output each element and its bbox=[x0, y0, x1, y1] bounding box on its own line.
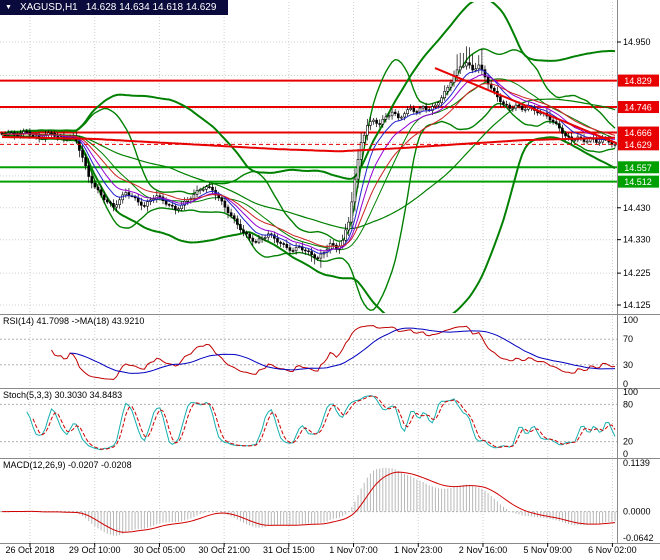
rsi-lines bbox=[51, 325, 616, 381]
svg-text:14.666: 14.666 bbox=[624, 128, 652, 138]
svg-text:14.629: 14.629 bbox=[624, 140, 652, 150]
slow-ma-line bbox=[1, 136, 616, 153]
time-axis-label: 1 Nov 07:00 bbox=[329, 545, 378, 555]
rsi-level-lines bbox=[0, 338, 617, 366]
stoch-indicator-label: Stoch(5,3,3) 30.3030 34.8483 bbox=[3, 390, 123, 400]
svg-text:14.829: 14.829 bbox=[624, 76, 652, 86]
time-axis-label: 31 Oct 15:00 bbox=[263, 545, 315, 555]
svg-text:14.430: 14.430 bbox=[623, 203, 651, 213]
moving-averages bbox=[1, 69, 616, 254]
time-axis-label: 6 Nov 02:00 bbox=[588, 545, 637, 555]
chart-collapse-icon: ▼ bbox=[5, 4, 12, 11]
svg-text:70: 70 bbox=[623, 334, 633, 344]
stoch-axis[interactable]: 100 80 20 0 bbox=[623, 387, 638, 459]
svg-text:0.0000: 0.0000 bbox=[623, 507, 651, 517]
svg-text:30: 30 bbox=[623, 360, 633, 370]
time-axis[interactable]: 26 Oct 2018 29 Oct 10:00 30 Oct 05:00 30 Oc… bbox=[0, 545, 660, 559]
trendline[interactable] bbox=[434, 67, 617, 145]
grid-lines bbox=[0, 2, 617, 542]
rsi-axis[interactable]: 100 70 30 0 bbox=[623, 315, 638, 389]
svg-text:20: 20 bbox=[623, 437, 633, 447]
svg-text:100: 100 bbox=[623, 387, 638, 397]
svg-text:14.225: 14.225 bbox=[623, 268, 651, 278]
time-axis-label: 2 Nov 16:00 bbox=[458, 545, 508, 555]
price-level-lines[interactable] bbox=[0, 79, 617, 183]
time-axis-label: 5 Nov 09:00 bbox=[523, 545, 572, 555]
chart-symbol-label: XAGUSD,H1 bbox=[19, 2, 78, 13]
panel-separators[interactable] bbox=[0, 0, 660, 544]
stoch-level-lines bbox=[0, 403, 617, 443]
time-axis-ticks bbox=[29, 543, 613, 547]
time-axis-label: 1 Nov 23:00 bbox=[393, 545, 443, 555]
price-axis[interactable]: 14.950 14.430 14.330 14.225 14.125 14.829 14.7… bbox=[617, 37, 659, 310]
macd-indicator-label: MACD(12,26,9) -0.0207 -0.0208 bbox=[3, 460, 132, 470]
macd-axis[interactable]: 0.1139 0.0000 -0.0642 bbox=[623, 458, 654, 543]
time-axis-label: 30 Oct 05:00 bbox=[133, 545, 186, 555]
chart-title-tab[interactable]: ▼ XAGUSD,H1 14.628 14.634 14.618 14.629 bbox=[0, 0, 229, 15]
svg-text:-0.0642: -0.0642 bbox=[623, 533, 654, 543]
svg-text:0.1139: 0.1139 bbox=[623, 458, 650, 468]
time-axis-label: 29 Oct 10:00 bbox=[68, 545, 121, 555]
svg-text:100: 100 bbox=[623, 315, 638, 325]
svg-text:14.330: 14.330 bbox=[623, 235, 651, 245]
svg-text:14.746: 14.746 bbox=[624, 103, 652, 113]
svg-text:0: 0 bbox=[623, 379, 628, 389]
svg-text:0: 0 bbox=[623, 449, 628, 459]
svg-text:14.557: 14.557 bbox=[624, 163, 652, 173]
time-axis-label: 30 Oct 21:00 bbox=[198, 545, 250, 555]
time-axis-label: 26 Oct 2018 bbox=[5, 545, 55, 555]
svg-text:14.512: 14.512 bbox=[624, 177, 652, 187]
macd-series bbox=[2, 467, 616, 536]
rsi-indicator-label: RSI(14) 41.7098 ->MA(18) 43.9210 bbox=[3, 316, 145, 326]
stoch-lines bbox=[26, 395, 616, 451]
svg-text:14.125: 14.125 bbox=[623, 300, 651, 310]
chart-ohlc-values: 14.628 14.634 14.618 14.629 bbox=[85, 2, 217, 13]
svg-text:80: 80 bbox=[623, 399, 633, 409]
svg-text:14.950: 14.950 bbox=[623, 37, 651, 47]
